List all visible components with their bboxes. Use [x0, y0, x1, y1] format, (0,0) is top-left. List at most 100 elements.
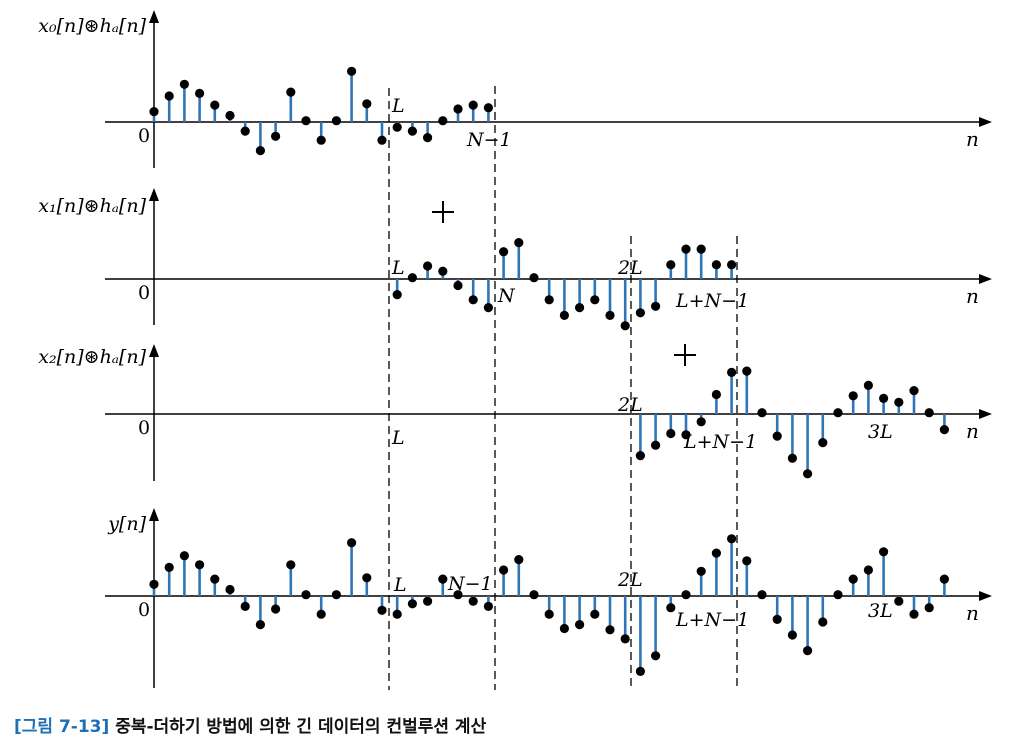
panel-1: x₀[n]⊛hₐ[n] 0 n L N−1: [38, 10, 992, 168]
sample-dot: [696, 244, 706, 254]
sample-dot: [347, 66, 357, 76]
sample-dot: [757, 408, 767, 418]
caption-text: 중복-더하기 방법에 의한 긴 데이터의 컨벌루션 계산: [115, 717, 487, 737]
sample-dot: [225, 110, 235, 121]
sample-dot: [711, 389, 722, 400]
sample-dot: [240, 126, 250, 136]
annotation-L: L: [391, 427, 405, 449]
y-axis-label: x₁[n]⊛hₐ[n]: [38, 195, 146, 217]
sample-dot: [468, 596, 478, 606]
sample-dot: [179, 551, 189, 561]
sample-dot: [559, 623, 570, 634]
sample-dot: [681, 430, 691, 440]
sample-dot: [210, 574, 220, 584]
sample-dot: [544, 295, 554, 305]
sample-dot: [863, 565, 874, 575]
annotation-N1: N−1: [466, 129, 512, 151]
sample-dot: [149, 579, 159, 589]
sample-dot: [879, 547, 889, 557]
sample-dot: [255, 146, 265, 156]
caption-label: [그림 7-13]: [14, 717, 110, 737]
origin-label: 0: [138, 417, 150, 439]
sample-dot: [286, 560, 296, 570]
sample-dot: [331, 116, 341, 126]
sample-dot: [772, 431, 782, 441]
sample-dot: [347, 538, 357, 548]
annotation-2L: 2L: [617, 394, 643, 416]
sample-dot: [620, 634, 630, 644]
sample-dot: [894, 596, 904, 606]
sample-dot: [924, 408, 934, 418]
x-axis-label: n: [966, 601, 979, 625]
annotation-3L: 3L: [868, 421, 893, 443]
sample-dot: [453, 104, 463, 114]
sample-dot: [164, 562, 174, 573]
sample-dot: [575, 620, 585, 630]
y-arrow-icon: [149, 508, 159, 521]
sample-dot: [468, 295, 478, 305]
x-axis-label: n: [966, 284, 979, 308]
sample-dot: [635, 666, 646, 677]
sample-dot: [635, 451, 646, 461]
x-arrow-icon: [979, 117, 992, 127]
sample-dot: [453, 280, 463, 291]
sample-dot: [316, 609, 326, 619]
sample-dot: [438, 116, 448, 126]
sample-dot: [818, 617, 828, 627]
sample-dot: [696, 566, 706, 576]
sample-dot: [271, 604, 281, 614]
sample-dot: [833, 408, 843, 418]
annotation-LN1: L+N−1: [675, 290, 749, 312]
sample-dot: [590, 295, 600, 305]
sample-dot: [909, 386, 919, 396]
sample-dot: [438, 574, 448, 584]
sample-dot: [651, 440, 661, 450]
sample-dot: [742, 556, 752, 566]
sample-dot: [423, 596, 433, 606]
panel-2: x₁[n]⊛hₐ[n] 0 n L N 2L L+N−1: [38, 188, 992, 331]
origin-label: 0: [138, 282, 150, 304]
panel-4: y[n] 0 n L N−1 2L L+N−1 3L: [105, 508, 992, 688]
annotation-N1: N−1: [447, 573, 493, 595]
sample-dot: [499, 247, 509, 257]
annotation-LN1: L+N−1: [675, 609, 749, 631]
y-axis-label: x₀[n]⊛hₐ[n]: [38, 15, 146, 37]
sample-dot: [392, 122, 402, 132]
sample-dot: [164, 91, 174, 101]
x-axis-label: n: [966, 419, 979, 443]
sample-dot: [939, 425, 950, 435]
figure-caption: [그림 7-13] 중복-더하기 방법에 의한 긴 데이터의 컨벌루션 계산: [14, 712, 486, 737]
sample-dot: [423, 261, 433, 271]
sample-dot: [651, 301, 661, 311]
sample-dot: [787, 453, 798, 463]
sample-dot: [727, 367, 737, 377]
sample-dot: [696, 417, 706, 427]
y-axis-label: y[n]: [107, 513, 146, 535]
sample-dot: [392, 290, 402, 300]
sample-dot: [666, 428, 676, 439]
annotation-N: N: [497, 285, 516, 307]
y-arrow-icon: [149, 10, 159, 23]
y-arrow-icon: [149, 344, 159, 357]
sample-dot: [331, 590, 341, 600]
sample-dot: [407, 273, 417, 283]
sample-dot: [863, 380, 874, 390]
sample-dot: [362, 573, 372, 583]
sample-dot: [818, 438, 828, 448]
sample-dot: [924, 603, 934, 613]
sample-dot: [559, 310, 570, 320]
sample-dot: [210, 100, 220, 110]
sample-dot: [438, 266, 448, 276]
sample-dot: [939, 574, 950, 584]
x-arrow-icon: [979, 274, 992, 284]
origin-label: 0: [138, 599, 150, 621]
sample-dot: [803, 646, 813, 656]
sample-dot: [316, 135, 326, 145]
sample-dot: [468, 100, 478, 110]
sample-dot: [240, 601, 250, 612]
sample-dot: [195, 88, 205, 98]
sample-dot: [848, 574, 858, 584]
sample-dot: [681, 590, 691, 600]
x-arrow-icon: [979, 409, 992, 419]
sample-dot: [483, 103, 493, 113]
